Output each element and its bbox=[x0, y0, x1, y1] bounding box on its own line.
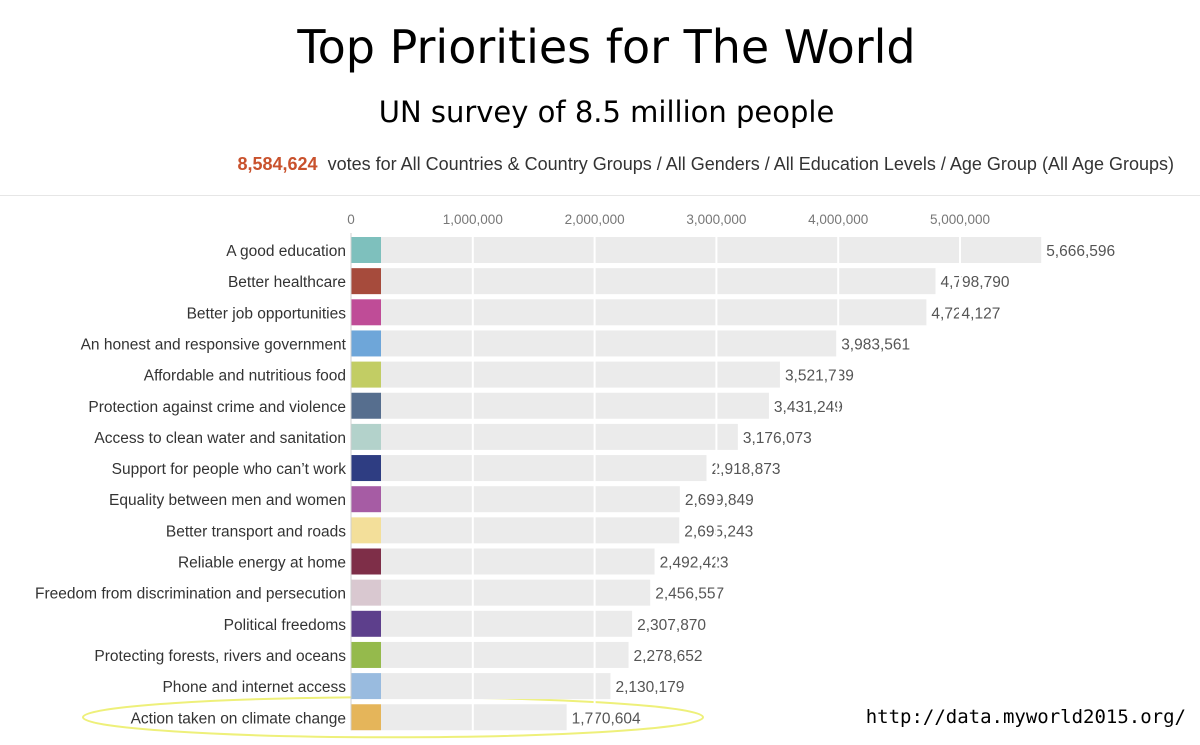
x-tick-label: 4,000,000 bbox=[808, 212, 868, 227]
swatch-support-for-people-who-can-t-work bbox=[351, 455, 381, 482]
category-label-a-good-education: A good education bbox=[226, 243, 346, 260]
value-label-better-healthcare: 4,798,790 bbox=[940, 274, 1009, 291]
x-tick-label: 3,000,000 bbox=[686, 212, 746, 227]
category-label-equality-between-men-and-women: Equality between men and women bbox=[109, 492, 346, 509]
swatch-better-transport-and-roads bbox=[351, 517, 381, 544]
category-label-freedom-from-discrimination-and-persecution: Freedom from discrimination and persecut… bbox=[35, 586, 346, 603]
value-label-better-job-opportunities: 4,724,127 bbox=[931, 305, 1000, 322]
bar-equality-between-men-and-women bbox=[381, 486, 680, 513]
swatch-protection-against-crime-and-violence bbox=[351, 392, 381, 419]
category-label-better-job-opportunities: Better job opportunities bbox=[187, 305, 347, 322]
x-tick-label: 5,000,000 bbox=[930, 212, 990, 227]
bar-an-honest-and-responsive-government bbox=[381, 330, 837, 357]
bar-phone-and-internet-access bbox=[381, 673, 611, 700]
value-label-a-good-education: 5,666,596 bbox=[1046, 243, 1115, 260]
value-label-protecting-forests-rivers-and-oceans: 2,278,652 bbox=[634, 648, 703, 665]
value-label-equality-between-men-and-women: 2,699,849 bbox=[685, 492, 754, 509]
bar-better-transport-and-roads bbox=[381, 517, 680, 544]
swatch-access-to-clean-water-and-sanitation bbox=[351, 423, 381, 450]
category-label-action-taken-on-climate-change: Action taken on climate change bbox=[131, 710, 346, 727]
bar-affordable-and-nutritious-food bbox=[381, 361, 780, 388]
bar-political-freedoms bbox=[381, 610, 633, 637]
x-tick-label: 1,000,000 bbox=[443, 212, 503, 227]
votes-summary: 8,584,624 votes for All Countries & Coun… bbox=[237, 154, 1174, 175]
swatch-better-healthcare bbox=[351, 268, 381, 295]
value-label-reliable-energy-at-home: 2,492,423 bbox=[660, 555, 729, 572]
swatch-reliable-energy-at-home bbox=[351, 548, 381, 575]
swatch-affordable-and-nutritious-food bbox=[351, 361, 381, 388]
category-label-support-for-people-who-can-t-work: Support for people who can’t work bbox=[112, 461, 347, 478]
bar-action-taken-on-climate-change bbox=[381, 704, 567, 731]
category-label-protecting-forests-rivers-and-oceans: Protecting forests, rivers and oceans bbox=[94, 648, 346, 665]
bar-reliable-energy-at-home bbox=[381, 548, 655, 575]
category-label-reliable-energy-at-home: Reliable energy at home bbox=[178, 555, 346, 572]
value-label-an-honest-and-responsive-government: 3,983,561 bbox=[841, 336, 910, 353]
category-label-protection-against-crime-and-violence: Protection against crime and violence bbox=[88, 399, 346, 416]
value-label-protection-against-crime-and-violence: 3,431,249 bbox=[774, 399, 843, 416]
value-label-phone-and-internet-access: 2,130,179 bbox=[615, 679, 684, 696]
category-label-affordable-and-nutritious-food: Affordable and nutritious food bbox=[144, 368, 346, 385]
bar-protection-against-crime-and-violence bbox=[381, 392, 769, 419]
category-label-political-freedoms: Political freedoms bbox=[224, 617, 347, 634]
value-label-political-freedoms: 2,307,870 bbox=[637, 617, 706, 634]
bar-chart: A good education 5,666,596 Better healthca… bbox=[35, 212, 1115, 739]
category-label-better-transport-and-roads: Better transport and roads bbox=[166, 523, 346, 540]
swatch-political-freedoms bbox=[351, 610, 381, 637]
swatch-protecting-forests-rivers-and-oceans bbox=[351, 641, 381, 668]
swatch-equality-between-men-and-women bbox=[351, 486, 381, 513]
value-label-affordable-and-nutritious-food: 3,521,739 bbox=[785, 368, 854, 385]
x-tick-label: 2,000,000 bbox=[565, 212, 625, 227]
category-label-an-honest-and-responsive-government: An honest and responsive government bbox=[81, 336, 347, 353]
swatch-better-job-opportunities bbox=[351, 299, 381, 326]
bar-better-job-opportunities bbox=[381, 299, 927, 326]
value-label-freedom-from-discrimination-and-persecution: 2,456,557 bbox=[655, 586, 724, 603]
value-label-action-taken-on-climate-change: 1,770,604 bbox=[572, 710, 641, 727]
votes-count: 8,584,624 bbox=[237, 154, 318, 174]
source-url: http://data.myworld2015.org/ bbox=[865, 706, 1186, 728]
votes-filter-text: votes for All Countries & Country Groups… bbox=[327, 154, 1174, 174]
value-label-access-to-clean-water-and-sanitation: 3,176,073 bbox=[743, 430, 812, 447]
header-divider bbox=[0, 195, 1200, 196]
swatch-an-honest-and-responsive-government bbox=[351, 330, 381, 357]
category-label-access-to-clean-water-and-sanitation: Access to clean water and sanitation bbox=[94, 430, 346, 447]
swatch-phone-and-internet-access bbox=[351, 673, 381, 700]
chart-title: Top Priorities for The World bbox=[297, 20, 916, 74]
chart-subtitle: UN survey of 8.5 million people bbox=[378, 95, 835, 129]
value-label-support-for-people-who-can-t-work: 2,918,873 bbox=[712, 461, 781, 478]
swatch-freedom-from-discrimination-and-persecution bbox=[351, 579, 381, 606]
bar-protecting-forests-rivers-and-oceans bbox=[381, 641, 629, 668]
x-tick-label: 0 bbox=[347, 212, 355, 227]
bar-support-for-people-who-can-t-work bbox=[381, 455, 707, 482]
value-label-better-transport-and-roads: 2,695,243 bbox=[684, 523, 753, 540]
bar-freedom-from-discrimination-and-persecution bbox=[381, 579, 651, 606]
bar-better-healthcare bbox=[381, 268, 936, 295]
bar-a-good-education bbox=[381, 237, 1042, 263]
bar-access-to-clean-water-and-sanitation bbox=[381, 423, 738, 450]
category-label-phone-and-internet-access: Phone and internet access bbox=[162, 679, 346, 696]
swatch-action-taken-on-climate-change bbox=[351, 704, 381, 731]
category-label-better-healthcare: Better healthcare bbox=[228, 274, 346, 291]
swatch-a-good-education bbox=[351, 237, 381, 263]
